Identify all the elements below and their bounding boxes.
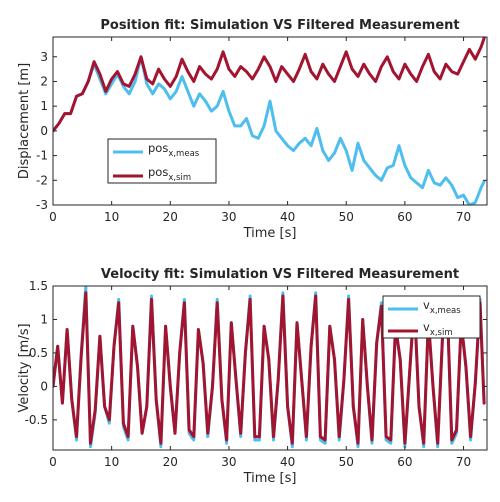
- legend-entry-subscript: x,sim: [168, 173, 191, 183]
- chart-title: Velocity fit: Simulation VS Filtered Mea…: [101, 267, 459, 282]
- legend-entry: posx,sim: [148, 165, 191, 183]
- y-tick-label: 3: [40, 50, 48, 64]
- chart-title: Position fit: Simulation VS Filtered Mea…: [100, 18, 459, 33]
- y-tick-label: 0: [40, 379, 48, 393]
- x-tick-label: 70: [456, 210, 471, 224]
- legend-entry-name: pos: [148, 141, 168, 155]
- x-axis-label: Time [s]: [243, 226, 297, 241]
- x-tick-label: 50: [339, 210, 354, 224]
- axes-box: [52, 285, 488, 451]
- legend-entry: vx,sim: [423, 320, 453, 338]
- x-tick-label: 30: [221, 210, 236, 224]
- x-tick-label: 70: [456, 455, 471, 469]
- y-tick-label: -0.5: [25, 413, 48, 427]
- axes-box: [52, 36, 488, 206]
- y-tick-label: 0.5: [29, 346, 48, 360]
- x-tick-label: 60: [397, 455, 412, 469]
- y-tick-label: 0: [40, 124, 48, 138]
- x-tick-label: 50: [339, 455, 354, 469]
- legend-entry-name: pos: [148, 165, 168, 179]
- chart-1: 0 10 20 30 40 50 60 70 -3 -2 -1 0 1 2 3 Position fit: S…: [17, 18, 488, 241]
- x-tick-label: 40: [280, 455, 295, 469]
- y-axis-label: Velocity [m/s]: [17, 323, 32, 412]
- y-tick-label: -3: [36, 198, 48, 212]
- x-tick-label: 60: [397, 210, 412, 224]
- x-tick-label: 10: [104, 455, 119, 469]
- x-tick-label: 20: [163, 210, 178, 224]
- y-tick-label: 2: [40, 74, 48, 88]
- x-tick-label: 30: [221, 455, 236, 469]
- chart-2: 0 10 20 30 40 50 60 70 -0.5 0 0.5 1 1.5 Velocity fit:…: [17, 267, 488, 486]
- series-line-x-meas: [53, 55, 486, 205]
- x-axis-label: Time [s]: [243, 471, 297, 486]
- y-tick-label: -2: [36, 173, 48, 187]
- y-tick-label: -1: [36, 149, 48, 163]
- legend-entry: vx,meas: [423, 298, 461, 316]
- legend-entry-subscript: x,meas: [168, 149, 199, 159]
- y-axis-label: Displacement [m]: [17, 63, 32, 179]
- x-tick-label: 0: [49, 455, 57, 469]
- legend-entry-subscript: x,sim: [430, 328, 453, 338]
- legend-entry-name: v: [423, 298, 430, 312]
- y-tick-label: 1: [40, 99, 48, 113]
- x-tick-label: 10: [104, 210, 119, 224]
- x-tick-label: 20: [163, 455, 178, 469]
- y-tick-label: 1: [40, 312, 48, 326]
- legend-entry: posx,meas: [148, 141, 200, 159]
- series-line-x-sim: [53, 37, 486, 133]
- y-tick-label: 1.5: [29, 279, 48, 293]
- legend-box: [382, 295, 481, 339]
- legend-entry-name: v: [423, 320, 430, 334]
- legend-entry-subscript: x,meas: [430, 306, 461, 316]
- x-tick-label: 40: [280, 210, 295, 224]
- x-tick-label: 0: [49, 210, 57, 224]
